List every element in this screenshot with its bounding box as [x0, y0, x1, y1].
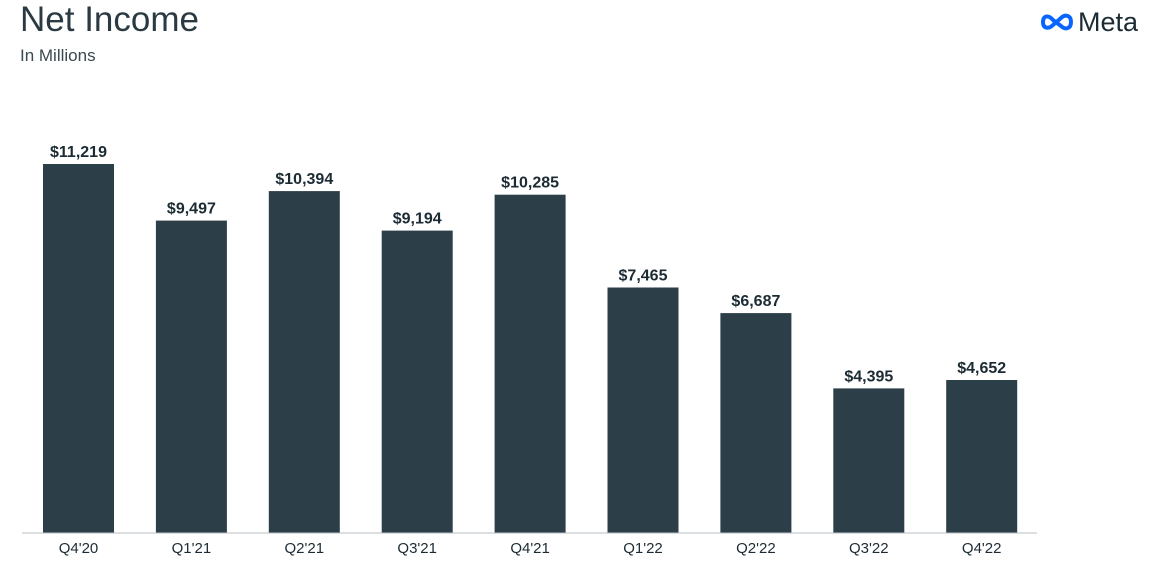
bar-Q2'21 — [268, 191, 340, 533]
data-label: $11,219 — [50, 144, 107, 161]
meta-infinity-logo-icon — [1040, 13, 1073, 31]
data-label: $10,285 — [501, 175, 559, 192]
data-label: $10,394 — [275, 171, 333, 188]
bar-Q1'21 — [155, 220, 227, 533]
chart-title: Net Income — [20, 0, 199, 39]
brand-name: Meta — [1077, 6, 1138, 37]
x-tick-label: Q3'21 — [397, 540, 437, 557]
data-label: $6,687 — [731, 293, 780, 310]
bar-Q4'22 — [946, 380, 1018, 533]
bar-Q3'21 — [381, 230, 453, 533]
x-tick-label: Q2'21 — [285, 540, 325, 557]
data-label: $4,652 — [957, 360, 1006, 377]
bar-Q4'20 — [43, 164, 114, 533]
data-label: $4,395 — [844, 368, 893, 385]
data-label: $7,465 — [619, 268, 668, 285]
x-tick-label: Q2'22 — [736, 540, 776, 557]
x-tick-label: Q3'22 — [849, 540, 889, 557]
bar-Q2'22 — [720, 313, 792, 533]
brand-logo: Meta — [1040, 6, 1138, 38]
data-label: $9,194 — [393, 211, 442, 228]
chart-subtitle: In Millions — [20, 46, 96, 65]
x-tick-label: Q1'22 — [623, 540, 663, 557]
x-tick-label: Q4'20 — [59, 540, 99, 557]
bar-Q3'22 — [833, 388, 905, 533]
bar-Q1'22 — [607, 287, 679, 533]
x-tick-label: Q1'21 — [172, 540, 212, 557]
x-tick-label: Q4'21 — [510, 540, 550, 557]
data-label: $9,497 — [167, 201, 216, 218]
bar-Q4'21 — [494, 194, 566, 533]
x-tick-label: Q4'22 — [962, 540, 1002, 557]
